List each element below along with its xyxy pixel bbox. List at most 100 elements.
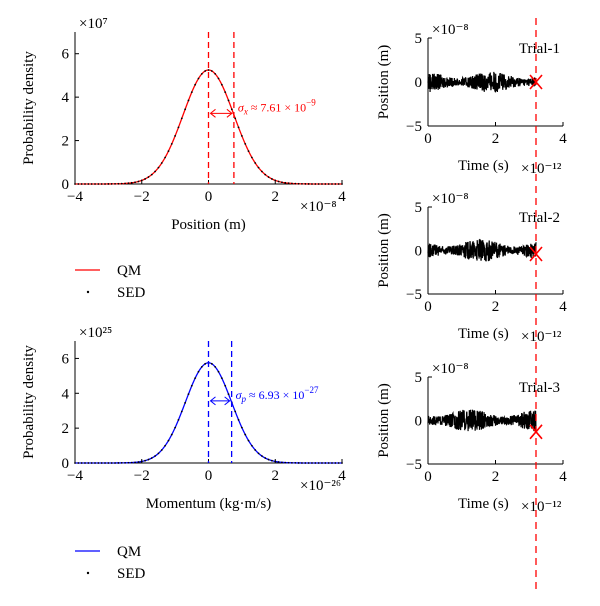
sed-point — [220, 83, 223, 86]
sed-point — [214, 365, 217, 368]
legend-sed-label: SED — [117, 566, 146, 582]
sed-point — [77, 183, 80, 185]
sed-point — [124, 182, 126, 185]
y-axis-exponent: ×10⁷ — [79, 16, 108, 32]
sed-point — [97, 183, 100, 185]
sed-point — [274, 179, 277, 182]
x-tick-label: −2 — [134, 468, 150, 484]
sed-point — [74, 462, 76, 464]
sed-point — [80, 183, 83, 185]
sed-point — [90, 462, 93, 464]
position-trace — [427, 409, 537, 432]
sed-point — [160, 162, 163, 164]
sed-point — [311, 462, 313, 464]
sed-point — [167, 439, 170, 442]
sed-point — [97, 462, 100, 464]
sed-point — [87, 462, 90, 464]
sed-point — [304, 183, 307, 185]
x-axis-exponent: ×10⁻²⁶ — [300, 478, 341, 494]
sed-point — [120, 182, 123, 185]
sed-point — [127, 461, 130, 464]
arrow-head-left — [209, 396, 216, 406]
sed-point — [287, 461, 290, 464]
sed-point — [110, 462, 113, 464]
sed-point — [307, 183, 310, 185]
sed-point — [190, 384, 193, 387]
y-axis-label: Position (m) — [376, 213, 392, 288]
sed-point — [187, 99, 190, 102]
sed-point — [104, 462, 106, 464]
x-tick-label: 2 — [492, 469, 500, 485]
sed-point — [274, 460, 277, 463]
sed-point — [341, 462, 343, 464]
sed-point — [220, 377, 223, 380]
y-tick-label: 0 — [415, 244, 423, 260]
x-tick-label: 4 — [559, 131, 567, 147]
sed-point — [334, 462, 337, 464]
legend-qm-label: QM — [117, 263, 141, 279]
legend-sed-swatch — [86, 571, 90, 575]
sed-point — [100, 183, 103, 185]
sed-point — [247, 150, 250, 153]
x-axis-exponent: ×10⁻⁸ — [300, 199, 337, 215]
x-tick-label: 0 — [424, 131, 432, 147]
sed-point — [267, 176, 270, 178]
sed-point — [164, 444, 167, 447]
sed-point — [244, 433, 247, 436]
sed-point — [244, 142, 247, 145]
y-tick-label: 5 — [415, 200, 423, 216]
sed-point — [237, 126, 240, 129]
y-axis-exponent: ×10⁻⁸ — [432, 361, 469, 377]
sed-point — [74, 183, 76, 185]
sigma-annotation: σp ≈ 6.93 × 10−27 — [236, 385, 319, 404]
x-axis-exponent: ×10⁻¹² — [521, 499, 562, 515]
x-axis-exponent: ×10⁻¹² — [521, 161, 562, 177]
sed-point — [137, 180, 140, 183]
sed-point — [134, 181, 136, 184]
sed-point — [307, 462, 310, 464]
sed-point — [210, 362, 213, 365]
sed-point — [327, 462, 330, 464]
arrow-head-right — [226, 108, 233, 118]
x-axis-label: Time (s) — [458, 496, 509, 512]
y-axis-label: Probability density — [21, 51, 37, 165]
sed-point — [297, 182, 300, 185]
sed-point — [140, 179, 143, 182]
x-tick-label: 0 — [205, 189, 213, 205]
x-tick-label: 0 — [424, 299, 432, 315]
y-axis-exponent: ×10²⁵ — [79, 325, 112, 341]
y-tick-label: 0 — [415, 75, 423, 91]
sed-point — [164, 156, 167, 159]
sed-point — [341, 183, 343, 185]
sed-point — [291, 182, 293, 185]
legend: QM SED — [75, 544, 146, 582]
sed-point — [117, 182, 120, 185]
mom-dist-chart: −4 −2 0 2 4 0 2 4 6 ×10²⁵ ×10⁻²⁶ Momentum (kg·m/s) P… — [21, 325, 346, 512]
y-tick-label: −5 — [406, 457, 422, 473]
sed-point — [144, 459, 146, 462]
sed-point — [137, 461, 140, 463]
sed-point — [301, 182, 303, 185]
sed-point — [297, 462, 300, 464]
sed-point — [204, 70, 207, 72]
x-axis-label: Position (m) — [171, 217, 246, 233]
sed-point — [150, 457, 153, 459]
sigma-annotation: σx ≈ 7.61 × 10−9 — [238, 97, 316, 116]
sed-point — [140, 460, 143, 463]
sed-point — [240, 426, 243, 429]
sed-point — [177, 418, 180, 421]
sed-point — [204, 362, 207, 365]
x-tick-label: 2 — [492, 299, 500, 315]
sed-point — [240, 135, 243, 137]
y-tick-label: −5 — [406, 119, 422, 135]
sed-point — [144, 178, 146, 180]
final-position-marker — [529, 246, 543, 262]
x-tick-label: 0 — [424, 469, 432, 485]
arrow-head-left — [209, 108, 216, 118]
sed-point — [114, 182, 116, 185]
sed-point — [190, 91, 193, 94]
y-tick-label: 2 — [62, 134, 70, 150]
sed-point — [194, 377, 197, 380]
sed-point — [261, 170, 263, 173]
